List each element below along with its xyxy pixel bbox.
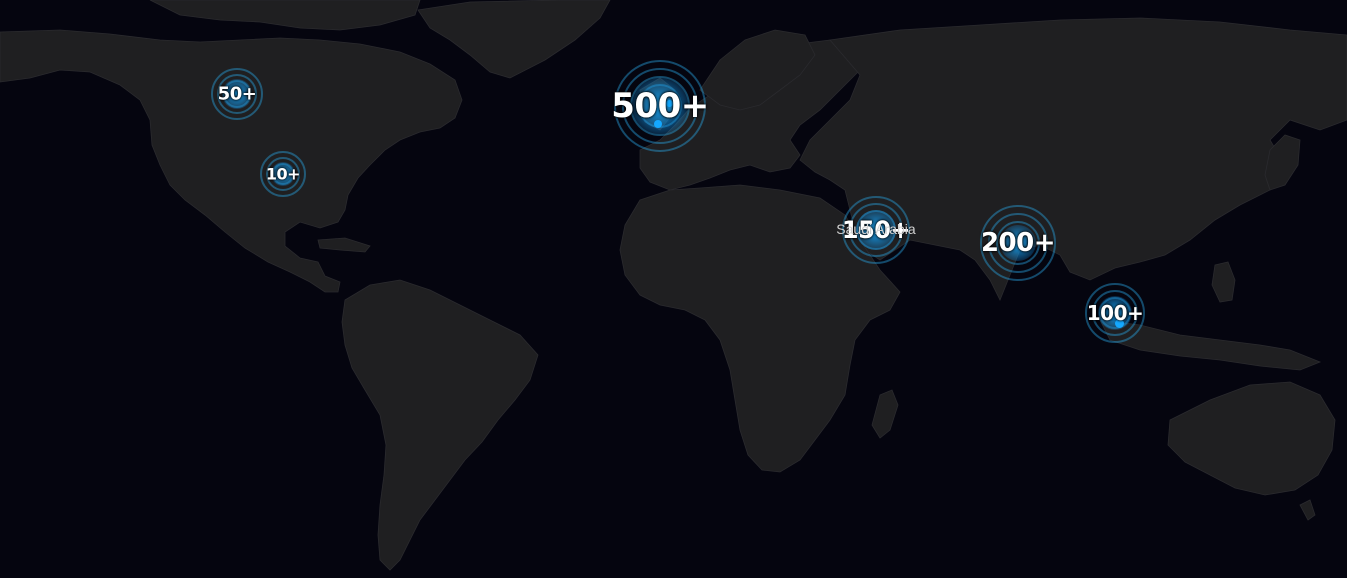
marker-ring xyxy=(980,205,1056,281)
marker-southeast-asia[interactable]: 100+ xyxy=(1085,283,1145,343)
landmass-indonesia xyxy=(1099,319,1322,371)
landmass-madagascar xyxy=(871,389,899,439)
landmass-greenland xyxy=(417,0,611,79)
marker-ring xyxy=(996,221,1040,265)
landmass-philippines xyxy=(1211,261,1236,303)
landmass-caribbean xyxy=(317,237,371,253)
marker-ring xyxy=(217,74,257,114)
landmass-africa xyxy=(619,184,901,473)
marker-dot xyxy=(1115,319,1124,328)
marker-usa-central[interactable]: 10+ xyxy=(260,151,306,197)
marker-count-label: 150+ xyxy=(841,216,911,244)
marker-ring xyxy=(211,68,263,120)
marker-dot xyxy=(654,120,662,128)
marker-count-label: 100+ xyxy=(1086,301,1144,325)
marker-count-label: 500+ xyxy=(611,86,709,126)
marker-dot xyxy=(666,100,673,107)
marker-ring xyxy=(849,203,903,257)
landmass-australia xyxy=(1167,381,1336,496)
marker-ring xyxy=(1092,290,1138,336)
marker-count-label: 10+ xyxy=(265,164,301,184)
marker-ring xyxy=(1085,283,1145,343)
marker-india[interactable]: 200+ xyxy=(980,205,1056,281)
marker-saudi-arabia[interactable]: 150+ xyxy=(841,196,911,264)
marker-core xyxy=(271,162,295,186)
marker-core xyxy=(222,79,252,109)
marker-count-label: 50+ xyxy=(217,83,257,105)
marker-ring xyxy=(842,196,910,264)
marker-usa-north[interactable]: 50+ xyxy=(211,68,263,120)
marker-core xyxy=(856,210,896,250)
marker-ring xyxy=(988,213,1048,273)
landmass-north-america xyxy=(0,29,463,293)
landmass-arctic-islands xyxy=(149,0,421,31)
marker-ring xyxy=(266,157,300,191)
landmass-japan xyxy=(1264,134,1301,191)
country-label-saudi-arabia: Saudi Arabia xyxy=(836,221,916,237)
marker-core xyxy=(1000,225,1036,261)
marker-ring xyxy=(260,151,306,197)
marker-ring xyxy=(622,68,698,144)
marker-count-label: 200+ xyxy=(980,228,1056,258)
landmass-south-america xyxy=(341,279,539,571)
marker-uk[interactable]: 500+ xyxy=(611,60,709,152)
landmass-new-zealand xyxy=(1299,499,1316,521)
marker-ring xyxy=(630,76,690,136)
landmass-scandinavia xyxy=(699,29,816,111)
marker-ring xyxy=(614,60,706,152)
